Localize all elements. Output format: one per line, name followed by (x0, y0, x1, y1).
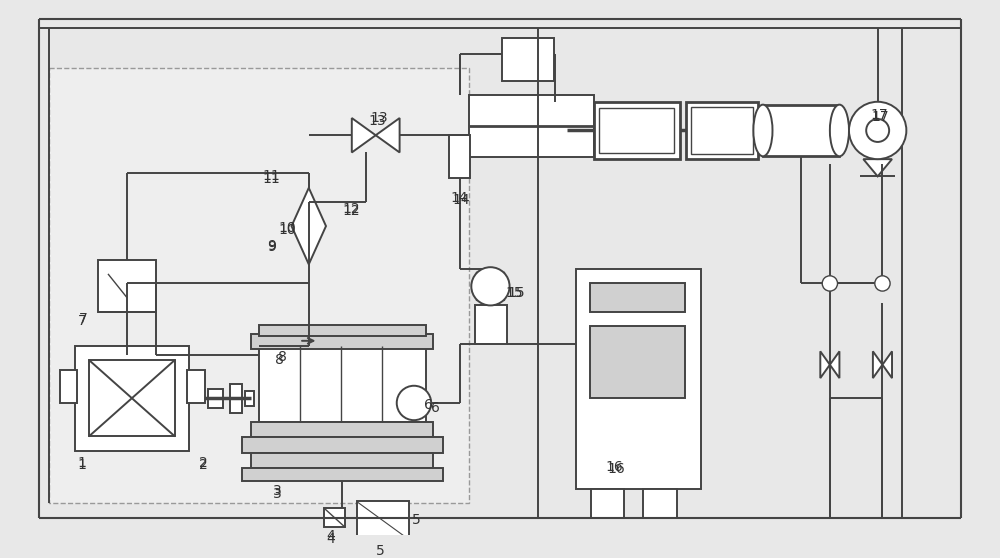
Text: 14: 14 (452, 193, 470, 206)
Text: 2: 2 (199, 459, 208, 473)
Text: 15: 15 (508, 286, 525, 300)
Circle shape (471, 267, 510, 305)
Circle shape (822, 276, 838, 291)
Bar (475, 305, 507, 344)
Text: 11: 11 (263, 171, 281, 186)
Text: 16: 16 (605, 460, 623, 474)
Ellipse shape (753, 105, 772, 156)
Text: 13: 13 (371, 112, 389, 126)
Text: 7: 7 (77, 314, 86, 328)
Bar (599, 108, 674, 153)
Bar (251, 422, 433, 437)
Bar (324, 508, 345, 527)
Text: 6: 6 (431, 401, 440, 415)
Text: 15: 15 (506, 286, 523, 300)
Bar (686, 102, 758, 159)
Text: 13: 13 (368, 114, 386, 128)
Bar (643, 489, 677, 518)
Polygon shape (352, 118, 376, 152)
Bar (75, 345, 189, 451)
Text: 17: 17 (871, 110, 889, 124)
Polygon shape (292, 188, 326, 264)
Bar (357, 502, 409, 540)
Bar (242, 468, 443, 482)
Bar (763, 105, 839, 156)
Bar (691, 107, 753, 155)
Text: 8: 8 (275, 353, 284, 367)
Text: 4: 4 (326, 529, 335, 543)
Bar (242, 437, 443, 453)
Text: 10: 10 (278, 222, 296, 235)
Text: 9: 9 (267, 238, 276, 253)
Bar (49, 68, 469, 503)
Bar (502, 38, 554, 81)
Polygon shape (830, 352, 839, 378)
Bar (251, 453, 433, 468)
Polygon shape (820, 352, 830, 378)
Text: 10: 10 (278, 223, 296, 237)
Text: 9: 9 (267, 240, 276, 254)
Text: 7: 7 (79, 312, 88, 326)
Bar (187, 369, 205, 403)
Text: 5: 5 (376, 545, 384, 558)
Text: 17: 17 (870, 108, 888, 122)
Bar (576, 269, 701, 489)
Bar (259, 325, 426, 336)
Bar (208, 388, 223, 408)
Circle shape (866, 119, 889, 142)
Bar (245, 391, 254, 406)
Bar (98, 259, 156, 312)
Bar (251, 334, 433, 349)
Bar (469, 95, 594, 157)
Text: 5: 5 (412, 513, 421, 527)
Circle shape (397, 386, 431, 420)
Text: 14: 14 (450, 191, 468, 205)
Circle shape (849, 102, 906, 159)
Bar (449, 135, 470, 178)
Polygon shape (873, 352, 882, 378)
Polygon shape (882, 352, 892, 378)
Ellipse shape (830, 105, 849, 156)
Polygon shape (376, 118, 400, 152)
Bar (60, 369, 77, 403)
Bar (259, 345, 426, 422)
Text: 11: 11 (263, 169, 281, 182)
Bar (230, 384, 242, 412)
Bar (590, 283, 685, 312)
Text: 16: 16 (607, 462, 625, 476)
Text: 1: 1 (77, 455, 86, 469)
Polygon shape (863, 159, 892, 176)
Text: 3: 3 (272, 487, 281, 501)
Text: 4: 4 (326, 532, 335, 546)
Text: 8: 8 (278, 350, 287, 364)
Bar (590, 326, 685, 398)
Bar (89, 360, 175, 436)
Text: 3: 3 (272, 484, 281, 498)
Text: 12: 12 (342, 202, 360, 216)
Bar (591, 489, 624, 518)
Text: 12: 12 (342, 204, 360, 218)
Text: 1: 1 (77, 459, 86, 473)
Bar (594, 102, 680, 159)
Text: 2: 2 (199, 455, 208, 469)
Text: 6: 6 (424, 398, 432, 412)
Circle shape (875, 276, 890, 291)
